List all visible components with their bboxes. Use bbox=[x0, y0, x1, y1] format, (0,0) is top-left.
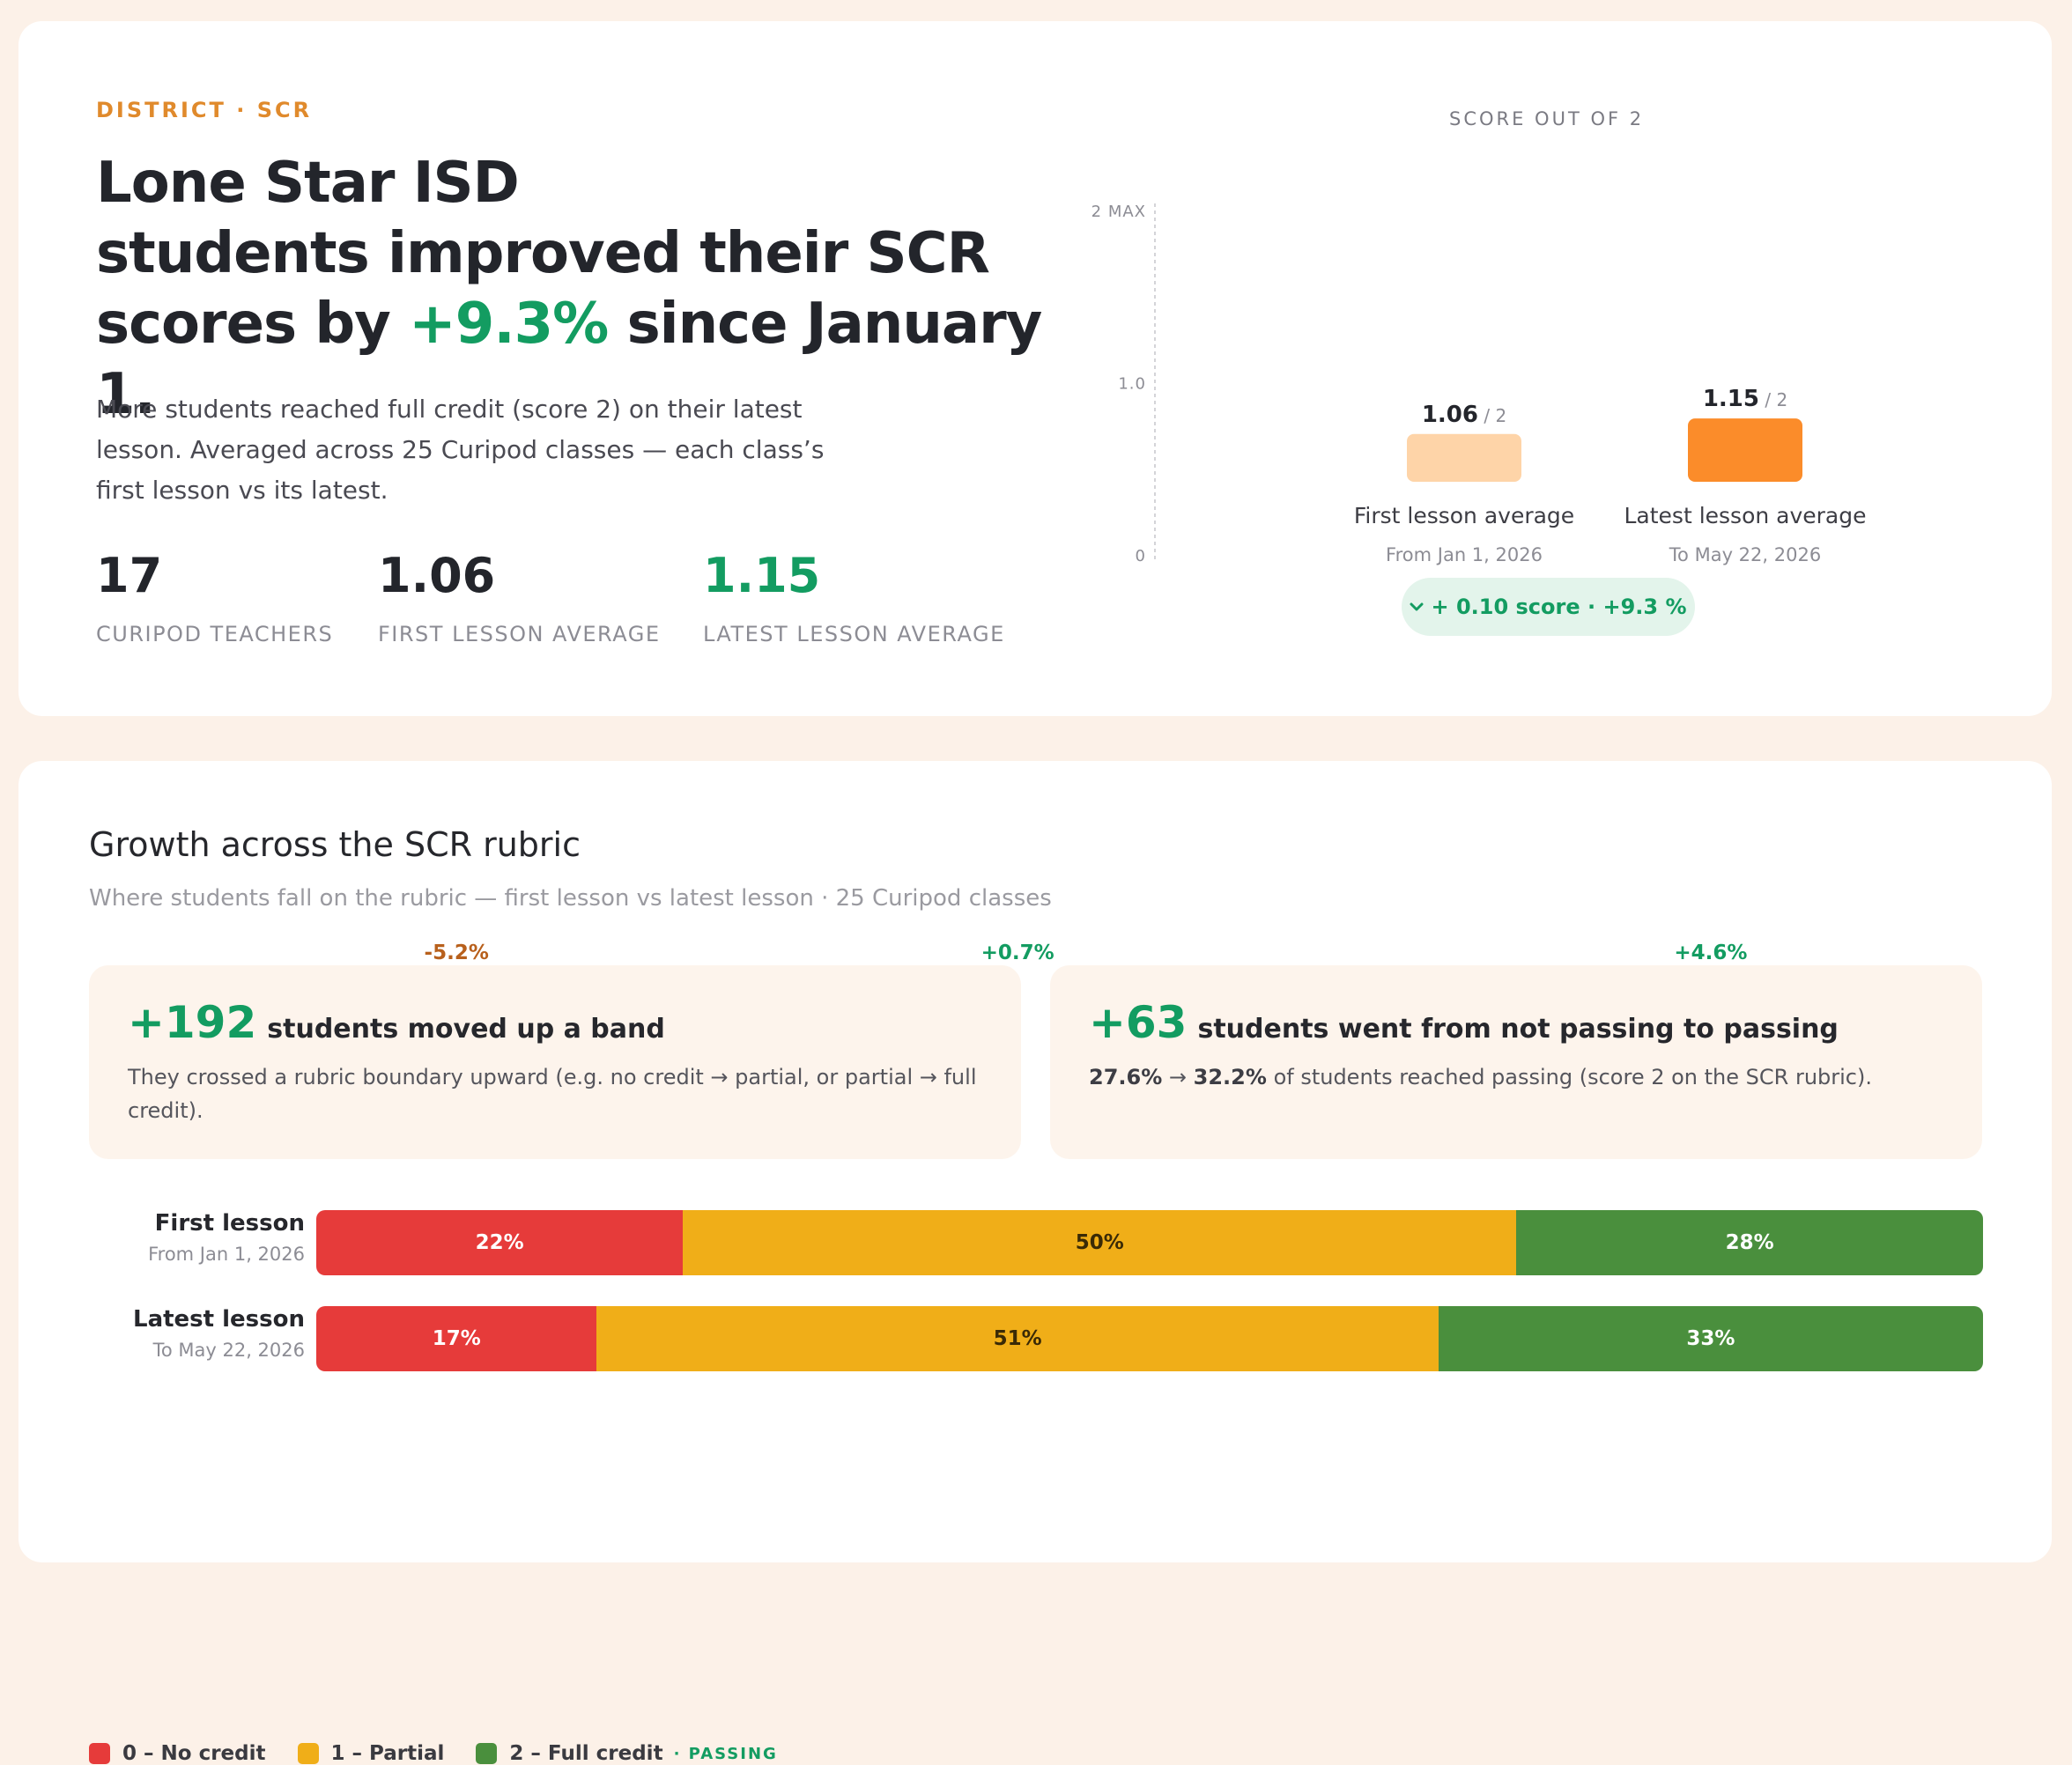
legend-swatch bbox=[89, 1743, 110, 1764]
stat-teachers: 17 CURIPOD TEACHERS bbox=[96, 548, 334, 647]
stat-label: FIRST LESSON AVERAGE bbox=[378, 622, 661, 646]
chevron-down-icon bbox=[1410, 602, 1424, 611]
stat-value: 1.15 bbox=[703, 548, 821, 603]
score-bar-chart: 2 MAX 1.0 0 1.06 / 2 First lesson average Fro… bbox=[1092, 203, 1867, 565]
change-label-score-0: -5.2% bbox=[424, 942, 489, 964]
row-label-latest: Latest lesson To May 22, 2026 bbox=[89, 1306, 305, 1361]
legend-item-score-0: 0 – No credit bbox=[89, 1742, 266, 1765]
bar-value-label: 1.15 / 2 bbox=[1703, 386, 1787, 412]
y-tick-label: 0 bbox=[1136, 547, 1146, 565]
callout-passing: +63 students went from not passing to pa… bbox=[1050, 965, 1982, 1159]
headline-prefix: scores by bbox=[96, 292, 410, 357]
section-subtitle: Where students fall on the rubric — firs… bbox=[89, 885, 1052, 912]
passing-text: of students reached passing (score 2 on … bbox=[1273, 1065, 1872, 1089]
legend-item-score-1: 1 – Partial bbox=[297, 1742, 445, 1765]
rubric-card: Growth across the SCR rubric Where stude… bbox=[18, 761, 2052, 1765]
y-tick-label: 1.0 bbox=[1118, 375, 1146, 394]
summary-card: DISTRICT · SCR Lone Star ISD students im… bbox=[18, 21, 2052, 716]
change-label-score-1: +0.7% bbox=[980, 942, 1054, 964]
stacked-bar-latest-lesson: 17% 51% 33% bbox=[316, 1306, 1983, 1371]
callout-number: +192 bbox=[128, 997, 257, 1048]
stat-label: LATEST LESSON AVERAGE bbox=[703, 622, 1005, 646]
bar-category-label: First lesson average bbox=[1354, 503, 1574, 528]
arrow-right-icon: → bbox=[1168, 1065, 1188, 1089]
bar-value-label: 1.06 / 2 bbox=[1422, 402, 1506, 428]
bar-segment-score-2: 28% bbox=[1516, 1210, 1983, 1275]
callout-headline: students moved up a band bbox=[267, 1014, 665, 1045]
bar-category-label: Latest lesson average bbox=[1624, 503, 1866, 528]
legend-label: 2 – Full credit bbox=[509, 1742, 663, 1765]
score-delta-badge: + 0.10 score · +9.3 % bbox=[1402, 578, 1695, 636]
callout-headline: students went from not passing to passin… bbox=[1197, 1014, 1839, 1045]
passing-to: 32.2% bbox=[1193, 1065, 1267, 1089]
passing-from: 27.6% bbox=[1089, 1065, 1163, 1089]
callout-body: They crossed a rubric boundary upward (e… bbox=[128, 1065, 977, 1123]
bar-segment-score-2: 33% bbox=[1438, 1306, 1983, 1371]
chart-title: SCORE OUT OF 2 bbox=[1449, 108, 1645, 129]
legend-label: 0 – No credit bbox=[122, 1742, 266, 1765]
row-date: From Jan 1, 2026 bbox=[148, 1244, 305, 1265]
bar-segment-score-0: 22% bbox=[316, 1210, 684, 1275]
y-tick-label: 2 MAX bbox=[1092, 203, 1146, 221]
headline-line-3: scores by +9.3% since January 1. bbox=[96, 289, 1100, 430]
headline-suffix: since January 1. bbox=[96, 292, 1042, 427]
row-title: Latest lesson bbox=[133, 1306, 305, 1333]
bar-date-label: From Jan 1, 2026 bbox=[1386, 544, 1543, 565]
legend: 0 – No credit 1 – Partial 2 – Full credit ·… bbox=[89, 1742, 778, 1765]
change-label-score-2: +4.6% bbox=[1674, 942, 1748, 964]
score-delta-text: + 0.10 score · +9.3 % bbox=[1431, 594, 1687, 619]
legend-swatch bbox=[476, 1743, 498, 1764]
row-date: To May 22, 2026 bbox=[152, 1340, 305, 1361]
callout-body: 27.6% → 32.2% of students reached passin… bbox=[1089, 1060, 1943, 1094]
passing-tag: · PASSING bbox=[673, 1744, 778, 1763]
row-title: First lesson bbox=[154, 1210, 305, 1237]
bar-segment-score-1: 51% bbox=[596, 1306, 1439, 1371]
bar-first-lesson bbox=[1407, 433, 1521, 482]
legend-swatch bbox=[297, 1743, 319, 1764]
stat-latest-average: 1.15 LATEST LESSON AVERAGE bbox=[703, 548, 1005, 647]
section-title: Growth across the SCR rubric bbox=[89, 825, 581, 864]
stat-label: CURIPOD TEACHERS bbox=[96, 622, 334, 646]
headline-line-1: Lone Star ISD bbox=[96, 151, 520, 216]
page-title: Lone Star ISD students improved their SC… bbox=[96, 148, 1100, 430]
stacked-bar-first-lesson: 22% 50% 28% bbox=[316, 1210, 1983, 1275]
row-label-first: First lesson From Jan 1, 2026 bbox=[89, 1210, 305, 1265]
callout-number: +63 bbox=[1089, 997, 1188, 1048]
bar-segment-score-0: 17% bbox=[316, 1306, 597, 1371]
bar-latest-lesson bbox=[1688, 418, 1802, 482]
eyebrow: DISTRICT · SCR bbox=[96, 98, 313, 122]
stat-value: 1.06 bbox=[378, 548, 496, 603]
legend-label: 1 – Partial bbox=[330, 1742, 445, 1765]
bar-segment-score-1: 50% bbox=[683, 1210, 1517, 1275]
summary-description: More students reached full credit (score… bbox=[96, 395, 825, 505]
bar-date-label: To May 22, 2026 bbox=[1669, 544, 1821, 565]
legend-item-score-2: 2 – Full credit bbox=[476, 1742, 663, 1765]
headline-percent: +9.3% bbox=[409, 292, 609, 357]
callout-moved-up: +192 students moved up a band They cross… bbox=[89, 965, 1021, 1159]
stat-first-average: 1.06 FIRST LESSON AVERAGE bbox=[378, 548, 661, 647]
headline-line-2: students improved their SCR bbox=[96, 221, 990, 286]
stat-value: 17 bbox=[96, 548, 163, 603]
